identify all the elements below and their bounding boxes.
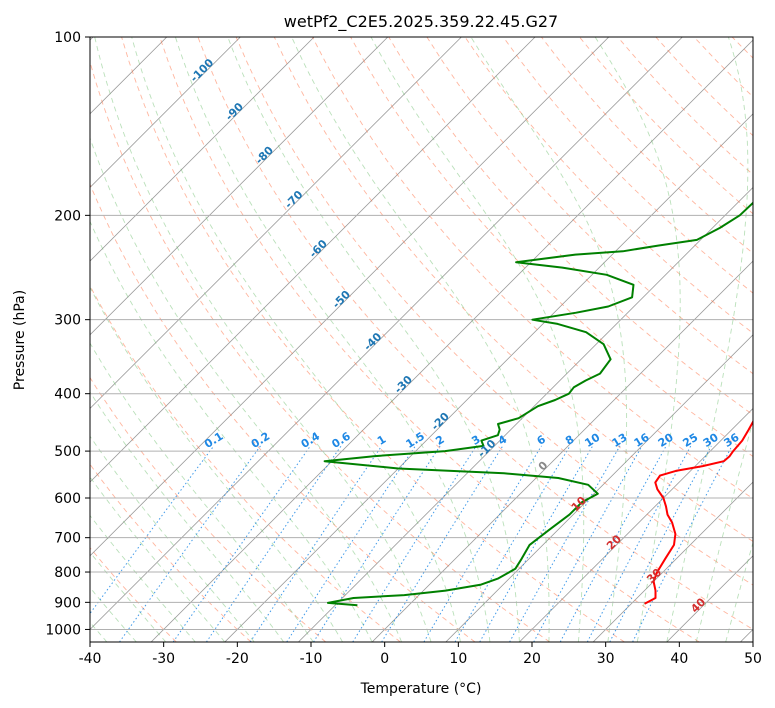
y-tick-label: 200: [54, 208, 81, 224]
moist-adiabat-line: [90, 551, 167, 642]
isotherm-line: [592, 481, 753, 642]
mixing-ratio-line: [352, 445, 477, 642]
moist-adiabat-line: [90, 391, 285, 642]
isotherm-line: [371, 260, 753, 642]
y-tick-label: 900: [54, 595, 81, 611]
moist-adiabat-line: [291, 37, 550, 642]
mixing-ratio-line: [381, 445, 504, 642]
mixing-ratio-line: [286, 445, 416, 642]
mixing-ratio-line: [249, 445, 383, 642]
dry-adiabat-line: [90, 183, 476, 642]
x-axis-ticks: -40 -30 -20 -10 0 10 20 30 40 50: [79, 642, 762, 667]
x-tick-label: 40: [670, 651, 688, 667]
mixing-ratio-line: [632, 445, 733, 642]
plot-frame: [89, 36, 754, 643]
mixing-ratio-line: [205, 445, 342, 642]
mixing-ratio-line: [423, 445, 542, 642]
temperature-profile-line: [644, 419, 753, 605]
pressure-gridlines: [90, 37, 753, 630]
moist-adiabat-line: [90, 136, 403, 642]
mixing-ratio-line: [609, 445, 712, 642]
moist-adiabat-line: [470, 37, 628, 642]
isotherm-line: [445, 334, 753, 642]
moist-adiabat-line: [90, 476, 226, 642]
mixing-ratio-line: [313, 445, 441, 642]
x-tick-label: -30: [152, 651, 175, 667]
isotherm-line: [90, 37, 315, 262]
x-axis-label: Temperature (°C): [360, 681, 482, 697]
mixing-ratio-line: [119, 445, 261, 642]
y-tick-label: 600: [54, 491, 81, 507]
moist-adiabat-line: [90, 220, 373, 642]
y-axis-label: Pressure (hPa): [12, 290, 28, 390]
moist-adiabat-line: [90, 435, 255, 642]
dry-adiabat-line: [90, 60, 551, 642]
dry-adiabat-line: [197, 37, 753, 630]
dry-adiabat-line: [90, 463, 252, 642]
dry-adiabat-line: [502, 37, 753, 294]
isotherm-line: [90, 37, 610, 557]
isotherm-line: [150, 39, 753, 642]
dry-adiabat-line: [388, 37, 753, 416]
x-tick-label: 10: [449, 651, 467, 667]
x-tick-label: -40: [79, 651, 102, 667]
x-tick-label: 0: [380, 651, 389, 667]
moist-adiabat-line: [227, 37, 520, 642]
moist-adiabat-line: [90, 514, 196, 642]
y-tick-label: 1000: [45, 622, 81, 638]
x-tick-label: 20: [523, 651, 541, 667]
y-tick-label: 700: [54, 531, 81, 547]
x-tick-label: -20: [226, 651, 249, 667]
isotherm-line: [90, 37, 462, 409]
isotherm-line: [519, 407, 753, 642]
dry-adiabat-lines: [90, 37, 753, 642]
profile-series: [323, 201, 753, 607]
isotherm-line: [90, 37, 683, 630]
y-tick-label: 300: [54, 313, 81, 329]
isotherm-line: [90, 37, 389, 336]
isotherm-line: [90, 37, 241, 188]
moist-adiabat-line: [370, 37, 585, 642]
x-tick-label: -10: [300, 651, 323, 667]
dry-adiabat-line: [159, 37, 700, 642]
plot-area: -100-90-80-70-60-50-40-30-20-10010203040…: [90, 37, 753, 642]
moist-adiabat-line: [94, 37, 432, 642]
x-tick-label: 50: [744, 651, 762, 667]
dewpoint-profile-line: [323, 201, 753, 607]
x-tick-label: 30: [597, 651, 615, 667]
mixing-ratio-line: [533, 445, 643, 642]
y-axis-ticks: 100 200 300 400 500 600 700 800 900 1000: [45, 30, 90, 638]
dry-adiabat-line: [90, 376, 326, 642]
y-tick-label: 500: [54, 444, 81, 460]
dry-adiabat-line: [90, 547, 177, 642]
dry-adiabat-line: [90, 284, 401, 642]
y-tick-label: 400: [54, 387, 81, 403]
moist-adiabat-line: [174, 37, 491, 642]
y-tick-label: 800: [54, 565, 81, 581]
moist-adiabat-line: [131, 37, 461, 642]
y-tick-label: 100: [54, 30, 81, 46]
dry-adiabat-line: [235, 37, 753, 586]
moist-adiabat-lines: [90, 37, 753, 642]
mixing-ratio-line: [172, 445, 311, 642]
dry-adiabat-line: [121, 37, 625, 642]
isotherm-line: [90, 37, 536, 483]
mixing-ratio-line: [454, 445, 571, 642]
moist-adiabat-line: [594, 37, 681, 642]
chart-title: wetPf2_C2E5.2025.359.22.45.G27: [284, 12, 558, 32]
isotherm-lines: [90, 37, 753, 642]
dry-adiabat-line: [273, 37, 753, 542]
isotherm-line: [224, 113, 753, 642]
